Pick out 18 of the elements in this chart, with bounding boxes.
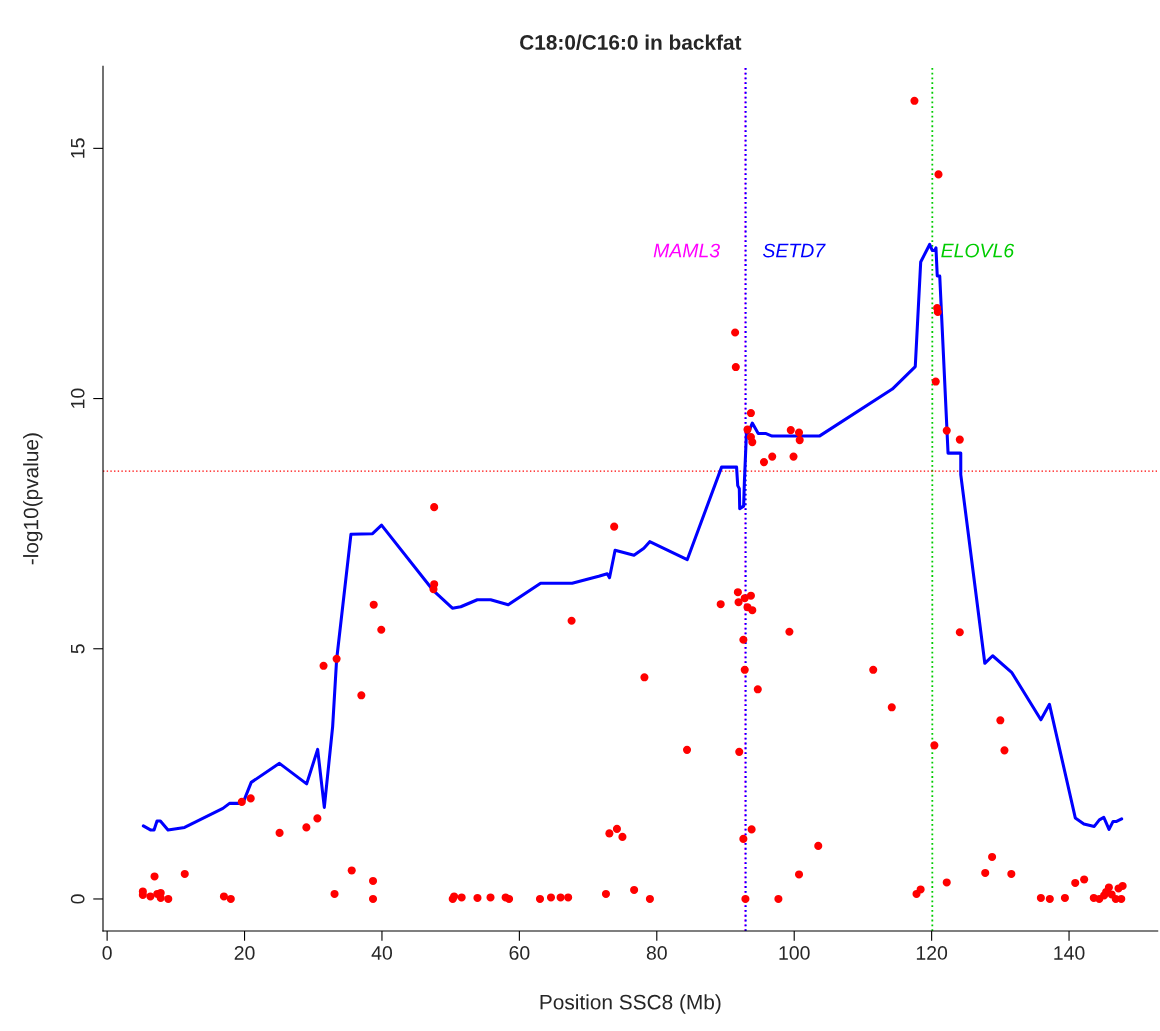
x-tick-label: 100 [779, 946, 810, 960]
x-tick-label: 80 [646, 946, 667, 960]
y-tick-label: 10 [70, 388, 85, 408]
x-tick-label: 140 [1054, 946, 1085, 960]
x-tick-label: 40 [371, 946, 393, 960]
ref-line-label: ELOVL6 [941, 243, 1015, 258]
y-axis-title: -log10(pvalue) [23, 433, 43, 565]
y-tick-label: 0 [70, 894, 85, 904]
y-tick-label: 15 [71, 138, 85, 158]
y-tick-label: 5 [71, 644, 85, 654]
x-tick-label: 120 [916, 946, 948, 960]
ref-line-label: MAML3 [653, 243, 720, 258]
chart-title: C18:0/C16:0 in backfat [520, 34, 742, 51]
ref-line-label: SETD7 [762, 243, 826, 258]
x-tick-label: 0 [102, 946, 112, 960]
x-axis-title: Position SSC8 (Mb) [540, 994, 721, 1014]
x-tick-label: 20 [234, 946, 255, 960]
x-tick-label: 60 [509, 946, 530, 960]
